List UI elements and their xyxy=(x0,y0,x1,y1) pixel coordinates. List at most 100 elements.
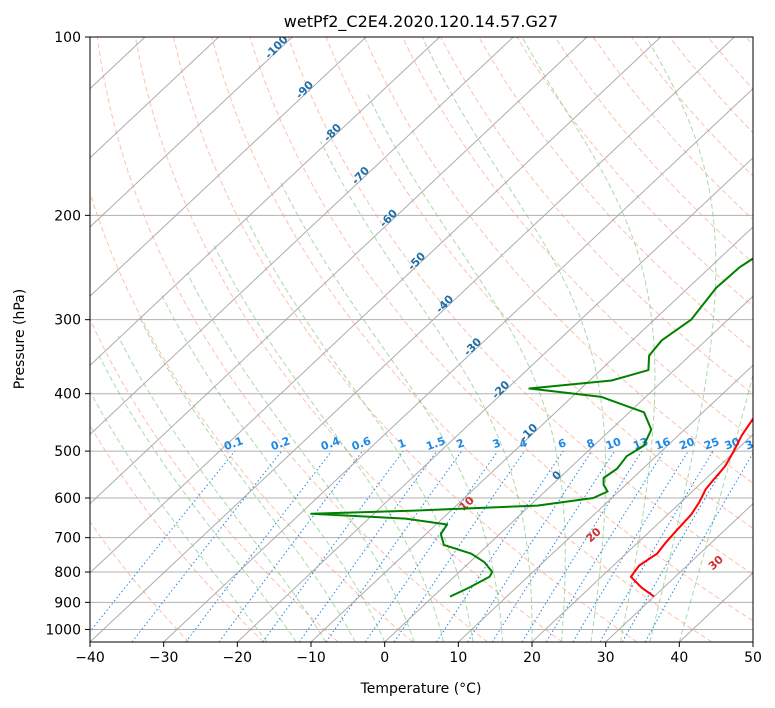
mixing-ratio-label: 0.2 xyxy=(269,434,292,453)
isotherm-line xyxy=(90,37,514,436)
moist-adiabat-line xyxy=(117,336,327,642)
mixing-ratio-label: 16 xyxy=(653,435,672,453)
x-tick-label: 10 xyxy=(449,650,467,666)
mixing-ratio-line xyxy=(298,450,438,642)
x-tick-label: 40 xyxy=(670,650,688,666)
moist-adiabat-line xyxy=(320,141,533,642)
mixing-ratio-line xyxy=(435,450,564,642)
dry-adiabat-line xyxy=(401,37,753,439)
isotherm-line xyxy=(90,37,367,297)
dry-adiabat-line xyxy=(90,191,414,642)
mixing-ratio-label: 0.1 xyxy=(222,434,245,453)
mixing-ratio-line xyxy=(572,450,689,642)
x-tick-label: −40 xyxy=(75,650,105,666)
y-tick-label: 700 xyxy=(54,531,81,547)
y-tick-label: 900 xyxy=(54,595,81,611)
x-axis-ticks: −40 −30 −20 −10 0 10 20 30 40 50 xyxy=(75,642,762,666)
x-axis-label: Temperature (°C) xyxy=(360,681,482,697)
isotherm-line xyxy=(90,37,220,159)
isotherm-line xyxy=(605,502,753,642)
mixing-ratio-line xyxy=(185,450,333,642)
mixing-ratio-label: 36 xyxy=(744,435,763,453)
moist-adiabat-line xyxy=(90,390,268,642)
dry-adiabat-line xyxy=(440,37,753,395)
isotherm-line xyxy=(90,37,735,642)
dry-adiabat-line xyxy=(173,37,638,642)
mixing-ratio-line xyxy=(467,450,593,642)
x-tick-label: 50 xyxy=(744,650,762,666)
isotherm-line xyxy=(163,87,753,642)
isotherm-line xyxy=(236,157,753,642)
moist-adiabat-line xyxy=(645,37,717,642)
y-axis-ticks: 100 200 300 400 500 600 700 800 900 1000 xyxy=(45,30,90,638)
mixing-ratio-label: 0.6 xyxy=(350,434,373,453)
mixing-ratio-line xyxy=(90,450,236,633)
y-tick-label: 200 xyxy=(54,208,81,224)
mixing-ratio-label: 20 xyxy=(678,435,697,453)
y-tick-label: 500 xyxy=(54,444,81,460)
moist-adiabat-line xyxy=(279,180,503,642)
dry-adiabat-line xyxy=(96,37,488,642)
y-tick-label: 100 xyxy=(54,30,81,46)
moist-adiabat-line xyxy=(521,37,656,642)
x-tick-label: 30 xyxy=(597,650,615,666)
moist-adiabat-line xyxy=(678,372,753,642)
mixing-ratio-label: 25 xyxy=(702,435,721,452)
moist-adiabat-line xyxy=(98,355,297,642)
mixing-ratio-label: 1 xyxy=(396,436,408,451)
mixing-ratio-label: 8 xyxy=(585,436,597,451)
mixing-ratio-label: 0.4 xyxy=(319,434,342,453)
y-tick-label: 400 xyxy=(54,387,81,403)
y-tick-label: 600 xyxy=(54,491,81,507)
dry-adiabat-line xyxy=(287,37,753,575)
isotherm-line xyxy=(457,364,753,642)
dry-adiabat-line xyxy=(90,521,190,642)
isotherm-line xyxy=(384,295,753,642)
dry-adiabat-line xyxy=(90,318,339,642)
profile-lines xyxy=(310,257,753,598)
isotherm-line xyxy=(90,37,662,574)
x-tick-label: 20 xyxy=(523,650,541,666)
dry-adiabat-line xyxy=(134,37,563,642)
x-tick-label: −10 xyxy=(296,650,326,666)
isotherm-line xyxy=(310,226,753,642)
mixing-ratio-label: 1.5 xyxy=(424,434,447,453)
mixing-ratio-label: 6 xyxy=(556,436,568,451)
y-tick-label: 300 xyxy=(54,313,81,329)
y-tick-label: 800 xyxy=(54,565,81,581)
moist-adiabat-line xyxy=(367,94,566,642)
mixing-ratio-line xyxy=(218,450,363,642)
isotherm-line xyxy=(531,433,753,642)
x-tick-label: −20 xyxy=(223,650,253,666)
x-tick-label: 0 xyxy=(380,650,389,666)
temperature-line xyxy=(629,417,753,598)
mixing-ratio-line xyxy=(262,450,404,642)
mixing-ratio-label: 2 xyxy=(455,436,467,451)
moist-adiabat-line xyxy=(186,272,415,642)
dry-adiabat-line xyxy=(363,37,753,484)
mixing-ratio-line xyxy=(545,450,665,642)
moist-adiabat-line xyxy=(213,245,445,642)
mixing-ratio-label: 4 xyxy=(517,436,529,451)
y-tick-label: 1000 xyxy=(45,622,81,638)
mixing-ratio-line xyxy=(325,450,463,642)
moist-adiabat-line xyxy=(244,215,474,642)
isotherm-line xyxy=(90,37,588,505)
isotherm-line xyxy=(90,37,293,228)
moist-adiabat-line xyxy=(160,292,386,642)
mixing-ratio-label: 13 xyxy=(631,435,650,452)
mixing-ratio-line xyxy=(364,450,499,642)
plot-frame xyxy=(89,36,754,643)
mixing-ratio-label: 10 xyxy=(604,435,623,453)
isotherm-line xyxy=(90,37,441,367)
moist-adiabat-line xyxy=(138,315,356,642)
dry-adiabat-line xyxy=(90,424,264,642)
chart-title: wetPf2_C2E4.2020.120.14.57.G27 xyxy=(284,12,558,32)
y-axis-label: Pressure (hPa) xyxy=(12,289,28,389)
x-tick-label: −30 xyxy=(149,650,179,666)
background-lines xyxy=(90,37,753,642)
mixing-ratio-label: 3 xyxy=(491,436,503,451)
dewpoint-line xyxy=(310,257,753,598)
dry-adiabat-line xyxy=(249,37,753,622)
